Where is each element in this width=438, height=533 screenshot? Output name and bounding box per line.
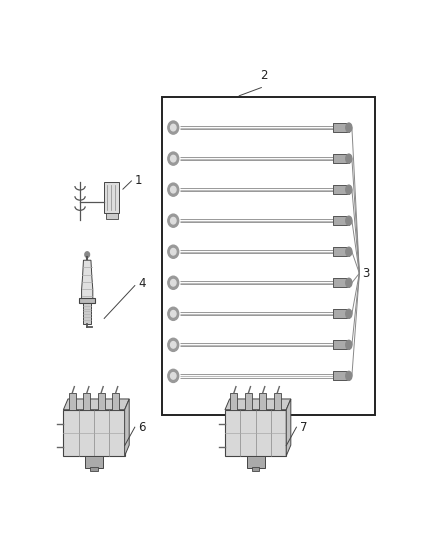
Bar	[230, 393, 237, 410]
Ellipse shape	[167, 245, 178, 259]
Bar	[112, 393, 119, 410]
Bar	[258, 393, 266, 410]
Ellipse shape	[345, 123, 351, 132]
Text: 3: 3	[361, 267, 369, 280]
Ellipse shape	[170, 248, 176, 255]
Bar	[225, 410, 286, 456]
Bar	[246, 456, 264, 467]
Ellipse shape	[345, 278, 351, 287]
Bar	[332, 309, 348, 318]
Bar	[332, 154, 348, 163]
Ellipse shape	[170, 373, 176, 379]
Ellipse shape	[167, 369, 178, 383]
Text: 6: 6	[138, 421, 145, 434]
Ellipse shape	[167, 307, 178, 320]
Bar	[332, 123, 348, 132]
Ellipse shape	[170, 187, 176, 193]
Bar	[79, 298, 95, 303]
Polygon shape	[225, 399, 290, 410]
Bar	[332, 247, 348, 256]
Bar	[106, 213, 117, 220]
Polygon shape	[124, 399, 129, 456]
Text: 4: 4	[138, 277, 145, 290]
Ellipse shape	[85, 252, 89, 257]
Ellipse shape	[170, 342, 176, 348]
Bar	[332, 372, 348, 381]
Text: 7: 7	[299, 421, 307, 434]
Ellipse shape	[167, 214, 178, 227]
Text: 2: 2	[260, 69, 267, 83]
Ellipse shape	[345, 372, 351, 381]
Ellipse shape	[170, 311, 176, 317]
Bar	[63, 410, 124, 456]
Ellipse shape	[167, 121, 178, 134]
Bar	[97, 393, 105, 410]
Ellipse shape	[345, 247, 351, 256]
Bar	[332, 185, 348, 194]
Ellipse shape	[345, 340, 351, 349]
Ellipse shape	[167, 152, 178, 165]
Bar	[104, 182, 119, 213]
Ellipse shape	[345, 309, 351, 318]
Polygon shape	[286, 399, 290, 456]
Bar	[83, 393, 90, 410]
Bar	[83, 303, 91, 324]
Bar	[332, 216, 348, 225]
Bar	[332, 340, 348, 349]
Ellipse shape	[170, 279, 176, 286]
Text: 1: 1	[134, 174, 142, 188]
Ellipse shape	[167, 183, 178, 196]
Bar	[244, 393, 251, 410]
Bar	[162, 97, 374, 415]
Ellipse shape	[170, 155, 176, 162]
Ellipse shape	[170, 217, 176, 224]
Ellipse shape	[345, 185, 351, 194]
Bar	[251, 467, 258, 471]
Ellipse shape	[345, 154, 351, 163]
Polygon shape	[63, 399, 129, 410]
Bar	[85, 456, 102, 467]
Ellipse shape	[345, 216, 351, 225]
Bar	[90, 467, 97, 471]
Ellipse shape	[170, 124, 176, 131]
Ellipse shape	[167, 338, 178, 351]
Polygon shape	[81, 260, 92, 298]
Bar	[332, 278, 348, 287]
Ellipse shape	[167, 276, 178, 289]
Bar	[69, 393, 76, 410]
Bar	[273, 393, 280, 410]
